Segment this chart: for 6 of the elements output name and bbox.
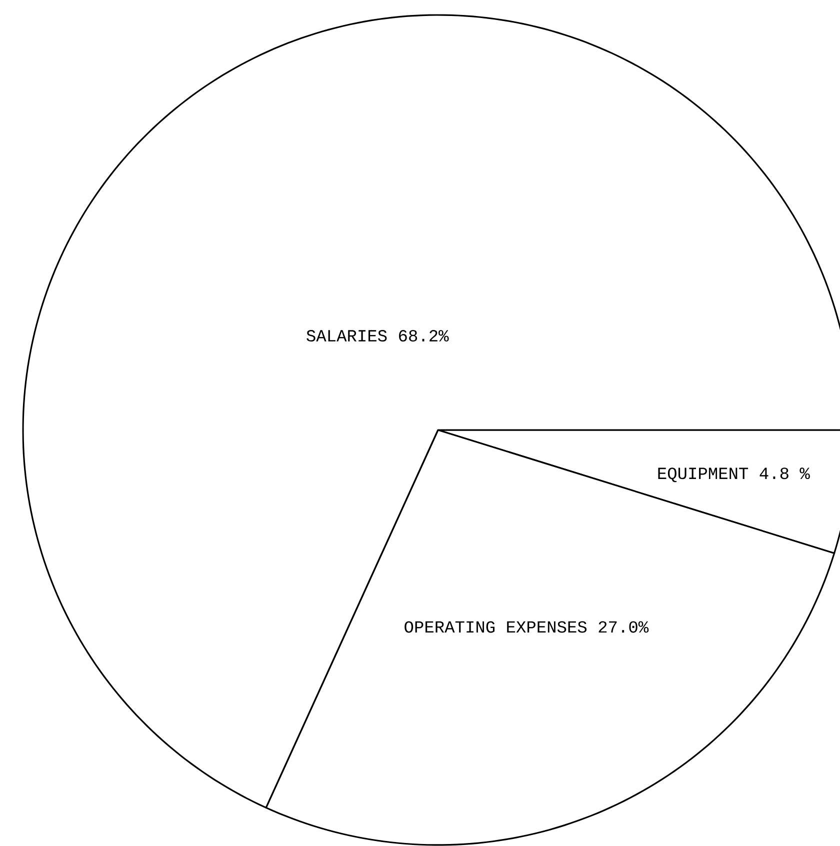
slice-label: OPERATING EXPENSES bbox=[404, 621, 587, 633]
slice-label: EQUIPMENT bbox=[658, 468, 748, 482]
data-label: 68.2% bbox=[399, 330, 449, 342]
data-label: 4.8 % bbox=[760, 468, 810, 480]
data-label: 27.0% bbox=[598, 621, 649, 633]
slice-label: SALARIES bbox=[306, 330, 387, 342]
